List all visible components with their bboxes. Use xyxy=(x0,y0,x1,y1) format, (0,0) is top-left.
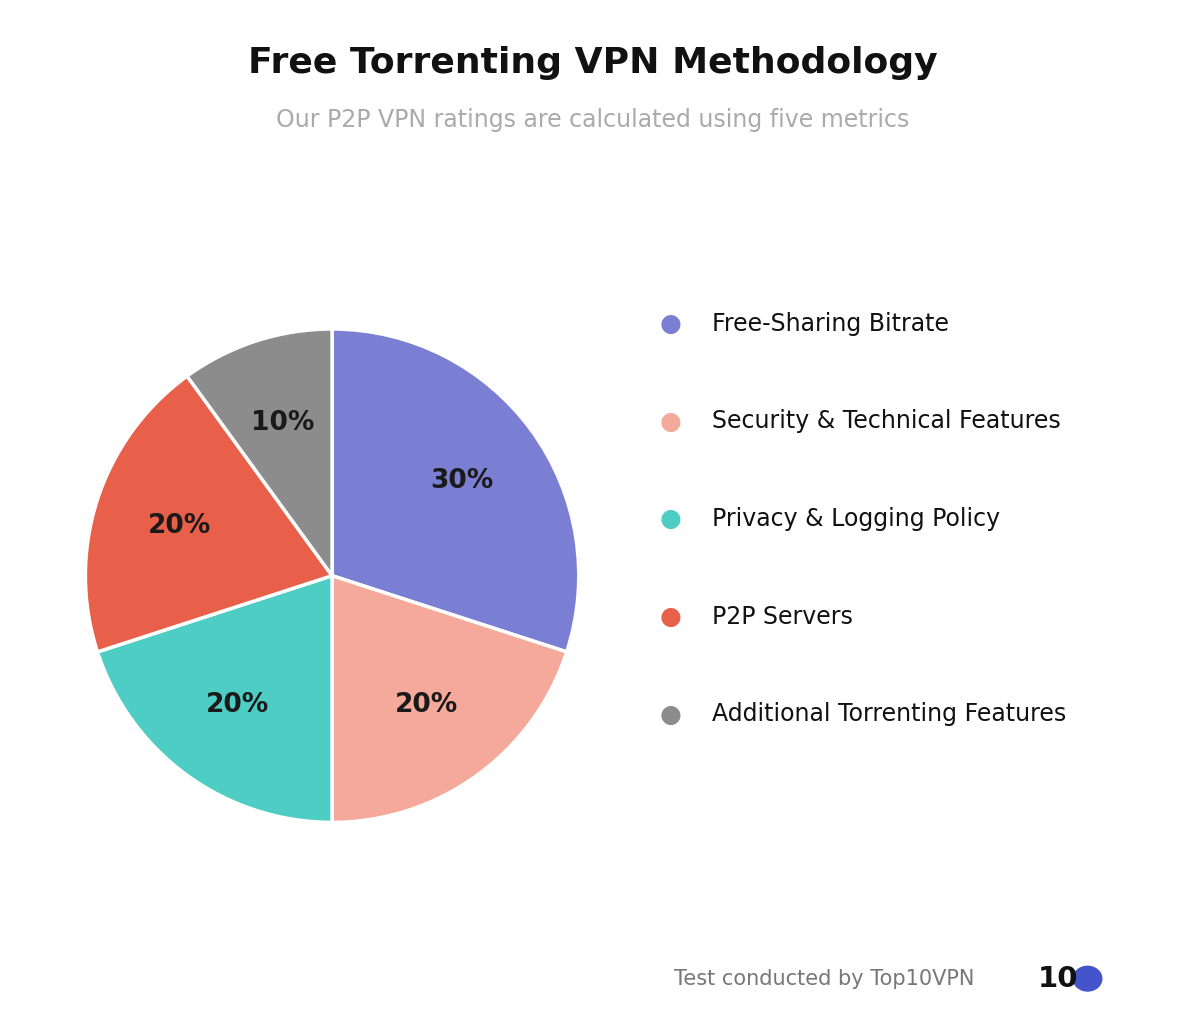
Text: Test conducted by Top10VPN: Test conducted by Top10VPN xyxy=(674,968,975,989)
Text: Our P2P VPN ratings are calculated using five metrics: Our P2P VPN ratings are calculated using… xyxy=(276,108,910,132)
Wedge shape xyxy=(97,576,332,822)
Text: ●: ● xyxy=(659,702,681,727)
Wedge shape xyxy=(332,329,579,652)
Text: 20%: 20% xyxy=(148,513,211,539)
Text: Security & Technical Features: Security & Technical Features xyxy=(712,409,1060,434)
Text: 10: 10 xyxy=(1038,964,1078,993)
Text: 20%: 20% xyxy=(395,693,458,719)
Wedge shape xyxy=(187,329,332,576)
Text: Free-Sharing Bitrate: Free-Sharing Bitrate xyxy=(712,311,949,336)
Text: Additional Torrenting Features: Additional Torrenting Features xyxy=(712,702,1066,727)
Text: Free Torrenting VPN Methodology: Free Torrenting VPN Methodology xyxy=(248,46,938,80)
Text: Privacy & Logging Policy: Privacy & Logging Policy xyxy=(712,507,1000,531)
Text: ●: ● xyxy=(659,311,681,336)
Wedge shape xyxy=(85,376,332,652)
Text: 30%: 30% xyxy=(431,469,493,494)
Wedge shape xyxy=(332,576,567,822)
Text: 20%: 20% xyxy=(206,693,269,719)
Text: ●: ● xyxy=(659,604,681,629)
Circle shape xyxy=(1073,966,1102,991)
Text: 10%: 10% xyxy=(251,410,314,436)
Text: ●: ● xyxy=(659,409,681,434)
Text: ●: ● xyxy=(659,507,681,531)
Text: P2P Servers: P2P Servers xyxy=(712,604,853,629)
